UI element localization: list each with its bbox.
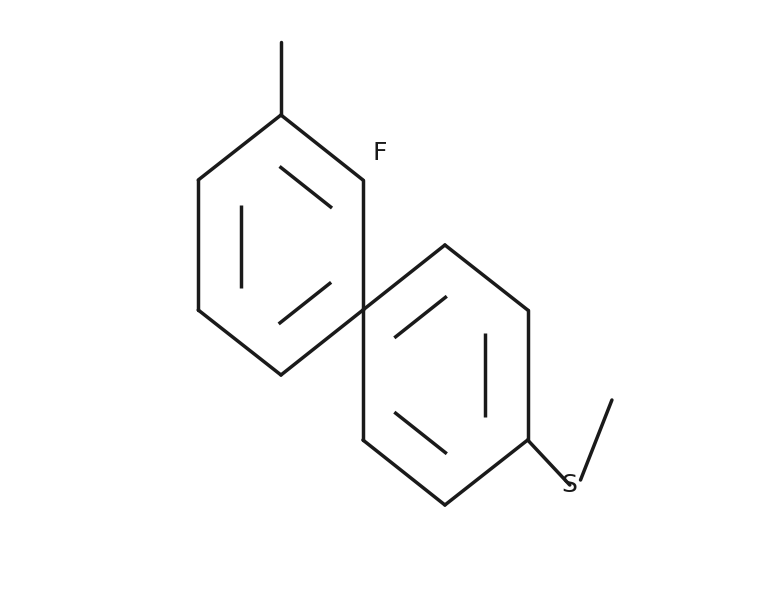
Text: S: S	[562, 473, 578, 497]
Text: F: F	[372, 141, 387, 165]
